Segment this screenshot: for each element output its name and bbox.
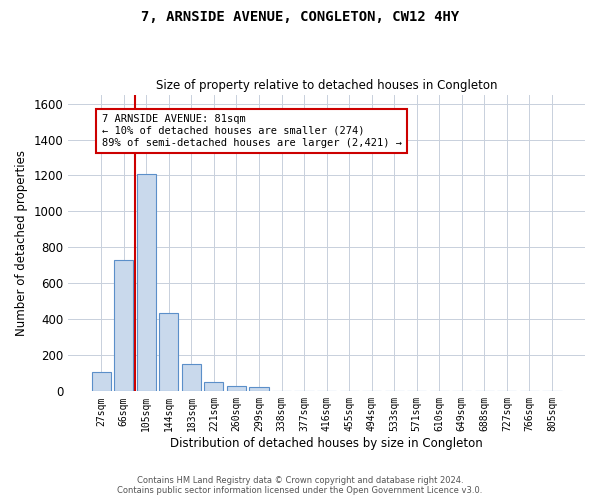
Bar (182, 364, 201, 392)
Bar (159, 313, 178, 392)
Bar (137, 174, 156, 392)
Y-axis label: Number of detached properties: Number of detached properties (15, 150, 28, 336)
Text: Contains HM Land Registry data © Crown copyright and database right 2024.
Contai: Contains HM Land Registry data © Crown c… (118, 476, 482, 495)
Bar (227, 386, 246, 392)
Bar (250, 387, 269, 392)
Bar (114, 260, 133, 392)
X-axis label: Distribution of detached houses by size in Congleton: Distribution of detached houses by size … (170, 437, 483, 450)
Text: 7 ARNSIDE AVENUE: 81sqm
← 10% of detached houses are smaller (274)
89% of semi-d: 7 ARNSIDE AVENUE: 81sqm ← 10% of detache… (101, 114, 401, 148)
Title: Size of property relative to detached houses in Congleton: Size of property relative to detached ho… (156, 79, 497, 92)
Bar (92, 372, 111, 392)
Bar (205, 382, 223, 392)
Text: 7, ARNSIDE AVENUE, CONGLETON, CW12 4HY: 7, ARNSIDE AVENUE, CONGLETON, CW12 4HY (141, 10, 459, 24)
